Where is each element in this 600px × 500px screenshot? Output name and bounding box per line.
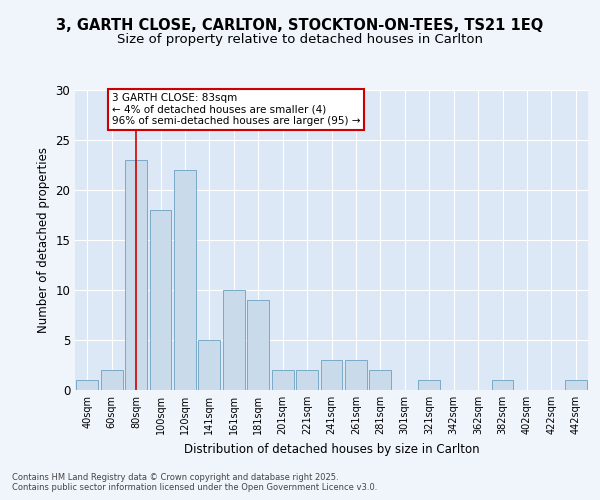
Bar <box>418 380 440 390</box>
Y-axis label: Number of detached properties: Number of detached properties <box>37 147 50 333</box>
Text: Size of property relative to detached houses in Carlton: Size of property relative to detached ho… <box>117 32 483 46</box>
Bar <box>272 370 293 390</box>
Bar <box>491 380 514 390</box>
Text: 3 GARTH CLOSE: 83sqm
← 4% of detached houses are smaller (4)
96% of semi-detache: 3 GARTH CLOSE: 83sqm ← 4% of detached ho… <box>112 93 360 126</box>
Bar <box>76 380 98 390</box>
Bar <box>149 210 172 390</box>
Bar <box>370 370 391 390</box>
Bar <box>247 300 269 390</box>
Bar <box>345 360 367 390</box>
Bar <box>565 380 587 390</box>
Text: Contains HM Land Registry data © Crown copyright and database right 2025.
Contai: Contains HM Land Registry data © Crown c… <box>12 473 377 492</box>
Bar <box>223 290 245 390</box>
Bar <box>101 370 122 390</box>
Bar <box>296 370 318 390</box>
Bar <box>199 340 220 390</box>
Text: 3, GARTH CLOSE, CARLTON, STOCKTON-ON-TEES, TS21 1EQ: 3, GARTH CLOSE, CARLTON, STOCKTON-ON-TEE… <box>56 18 544 32</box>
Bar <box>320 360 343 390</box>
Bar <box>174 170 196 390</box>
X-axis label: Distribution of detached houses by size in Carlton: Distribution of detached houses by size … <box>184 442 479 456</box>
Bar <box>125 160 147 390</box>
